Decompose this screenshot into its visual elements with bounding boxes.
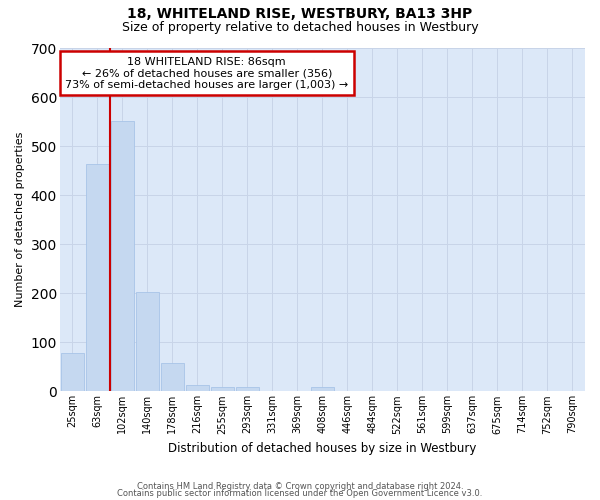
Bar — [236, 387, 259, 392]
Bar — [86, 164, 109, 392]
Bar — [61, 353, 84, 392]
X-axis label: Distribution of detached houses by size in Westbury: Distribution of detached houses by size … — [168, 442, 476, 455]
Bar — [186, 384, 209, 392]
Bar — [161, 364, 184, 392]
Bar — [211, 387, 234, 392]
Text: Contains HM Land Registry data © Crown copyright and database right 2024.: Contains HM Land Registry data © Crown c… — [137, 482, 463, 491]
Text: Size of property relative to detached houses in Westbury: Size of property relative to detached ho… — [122, 21, 478, 34]
Bar — [311, 388, 334, 392]
Text: 18 WHITELAND RISE: 86sqm
← 26% of detached houses are smaller (356)
73% of semi-: 18 WHITELAND RISE: 86sqm ← 26% of detach… — [65, 56, 349, 90]
Bar — [136, 292, 159, 392]
Y-axis label: Number of detached properties: Number of detached properties — [15, 132, 25, 308]
Bar — [111, 121, 134, 392]
Text: Contains public sector information licensed under the Open Government Licence v3: Contains public sector information licen… — [118, 490, 482, 498]
Text: 18, WHITELAND RISE, WESTBURY, BA13 3HP: 18, WHITELAND RISE, WESTBURY, BA13 3HP — [127, 8, 473, 22]
